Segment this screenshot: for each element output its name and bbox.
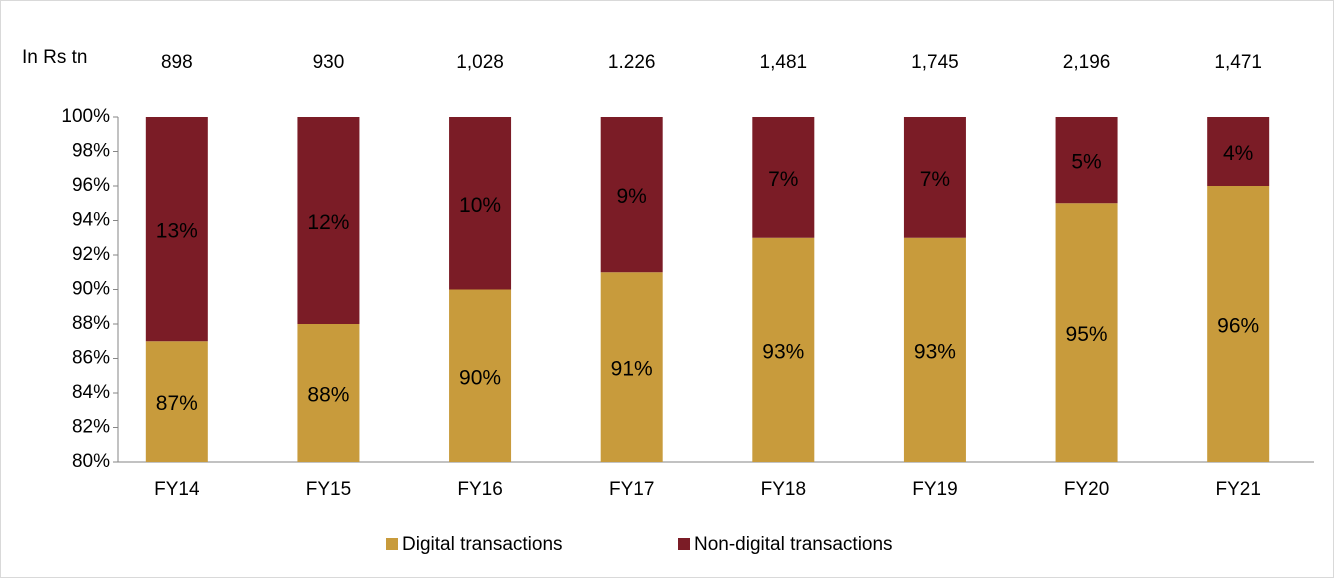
y-tick-label: 92% (72, 244, 110, 265)
bar-segment (600, 117, 663, 273)
legend-swatch (678, 538, 690, 550)
value-label: 7% (768, 168, 798, 191)
y-tick-label: 86% (72, 348, 110, 369)
bar-segment (1207, 186, 1270, 462)
x-tick-label: FY21 (1215, 479, 1260, 500)
x-tick-label: FY19 (912, 479, 957, 500)
value-label: 90% (459, 366, 501, 389)
bar-segment (1207, 117, 1270, 186)
bar-segment (449, 289, 512, 462)
value-label: 9% (617, 185, 647, 208)
x-tick-label: FY17 (609, 479, 654, 500)
bar-segment (752, 117, 815, 238)
legend-swatch (386, 538, 398, 550)
bar-segment (600, 272, 663, 462)
value-label: 96% (1217, 315, 1259, 338)
y-tick-label: 82% (72, 417, 110, 438)
value-label: 10% (459, 194, 501, 217)
y-tick-label: 80% (72, 451, 110, 472)
y-tick-label: 84% (72, 382, 110, 403)
x-tick-label: FY20 (1064, 479, 1109, 500)
y-tick-label: 98% (72, 141, 110, 162)
y-tick-label: 94% (72, 210, 110, 231)
unit-label: In Rs tn (22, 47, 87, 68)
x-tick-label: FY18 (761, 479, 806, 500)
value-label: 87% (156, 392, 198, 415)
legend-label: Non-digital transactions (694, 534, 893, 555)
legend-label: Digital transactions (402, 534, 563, 555)
value-label: 93% (762, 340, 804, 363)
top-label: 1,471 (1214, 52, 1262, 73)
value-label: 95% (1066, 323, 1108, 346)
value-label: 88% (307, 384, 349, 407)
value-label: 93% (914, 340, 956, 363)
bar-segment (449, 117, 512, 290)
x-tick-label: FY16 (457, 479, 502, 500)
y-tick-label: 88% (72, 313, 110, 334)
top-label: 2,196 (1063, 52, 1111, 73)
top-label: 1,481 (760, 52, 808, 73)
y-tick-label: 96% (72, 175, 110, 196)
value-label: 12% (307, 211, 349, 234)
bar-segment (297, 117, 360, 324)
bar-segment (752, 237, 815, 462)
bar-segment (903, 117, 966, 238)
value-label: 13% (156, 220, 198, 243)
top-label: 1,745 (911, 52, 959, 73)
bar-segment (145, 341, 208, 462)
y-tick-label: 90% (72, 279, 110, 300)
top-label: 1.226 (608, 52, 656, 73)
value-label: 4% (1223, 142, 1253, 165)
bar-segment (1055, 203, 1118, 462)
y-tick-label: 100% (61, 106, 110, 127)
value-label: 91% (611, 358, 653, 381)
bar-segment (145, 117, 208, 342)
bar-segment (903, 237, 966, 462)
bar-segment (1055, 117, 1118, 204)
value-label: 7% (920, 168, 950, 191)
top-label: 898 (161, 52, 193, 73)
x-tick-label: FY14 (154, 479, 200, 500)
top-label: 1,028 (456, 52, 504, 73)
value-label: 5% (1071, 151, 1101, 174)
x-tick-label: FY15 (306, 479, 351, 500)
top-label: 930 (313, 52, 345, 73)
bar-segment (297, 324, 360, 462)
